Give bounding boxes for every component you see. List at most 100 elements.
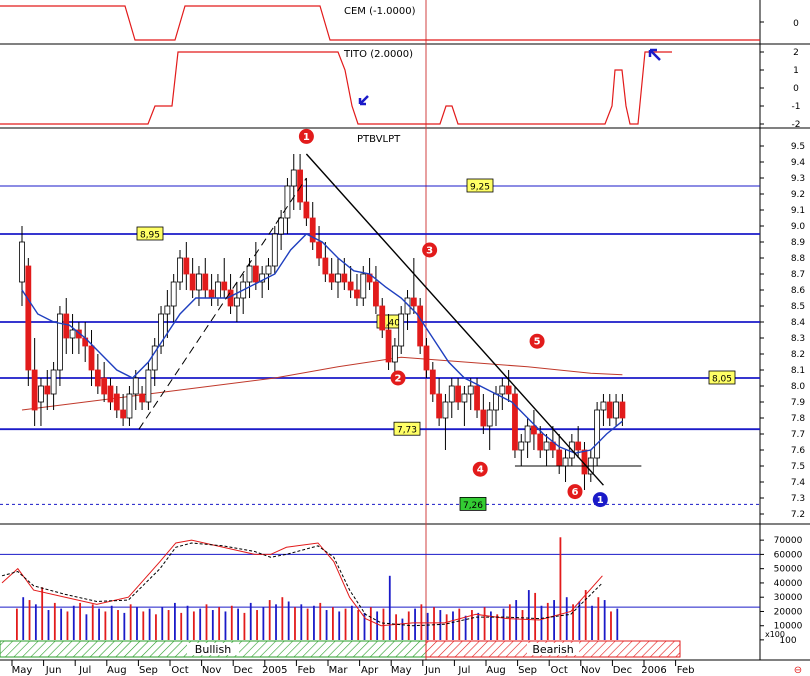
volume-bar [85, 614, 88, 640]
candle-body [606, 401, 613, 419]
short-moving-average [21, 233, 623, 454]
volume-tick: 10000 [774, 622, 803, 632]
time-tick-label: Jul [457, 665, 470, 676]
volume-bar [572, 604, 574, 640]
tito-line [0, 51, 672, 125]
price-tick: 9.4 [791, 158, 806, 168]
time-tick-label: Jun [424, 665, 441, 676]
volume-bar [376, 611, 379, 640]
volume-oscillator-line [1, 542, 603, 627]
volume-bar [300, 604, 303, 640]
candle-body [297, 169, 303, 203]
volume-bar [471, 610, 473, 640]
volume-bar [553, 600, 555, 640]
level-badge: 7,26 [459, 496, 487, 511]
price-tick: 7.3 [791, 494, 805, 504]
level-badge-box [466, 178, 494, 193]
volume-bar [319, 602, 322, 640]
candle-body [271, 233, 278, 267]
volume-bar [591, 605, 593, 640]
price-tick: 8.2 [791, 350, 805, 360]
volume-bar [332, 607, 334, 640]
price-tick: 9.1 [791, 206, 805, 216]
volume-bar [34, 604, 37, 640]
level-badge-text: 8,40 [380, 319, 400, 329]
volume-bar [603, 600, 606, 640]
time-tick-label: May [12, 665, 33, 676]
volume-bar [338, 611, 341, 640]
volume-bar [16, 608, 18, 640]
candle-body [215, 281, 221, 299]
candle-body [619, 401, 626, 419]
tito-tick: -2 [792, 120, 801, 130]
regime-band: Bearish [425, 640, 681, 658]
candle-body [322, 257, 329, 275]
candle-body [499, 385, 506, 395]
volume-bar [268, 600, 271, 640]
candle-body [328, 273, 335, 283]
candle-body [44, 385, 51, 395]
volume-bar [521, 610, 524, 640]
candle-body [493, 393, 499, 411]
wave-marker: 1 [592, 492, 608, 508]
candle-body [373, 281, 379, 307]
trendline [305, 153, 604, 486]
volume-bar [382, 608, 385, 640]
tito-tick: 0 [793, 84, 799, 94]
wave-marker-label: 1 [597, 495, 604, 506]
candle-body [139, 393, 145, 403]
candle-body [75, 329, 82, 339]
volume-bar [565, 597, 568, 640]
candle-body [50, 369, 57, 395]
volume-bar [256, 610, 258, 640]
volume-bar [350, 605, 353, 640]
wave-marker: 6 [567, 484, 583, 500]
candle-body [556, 449, 563, 467]
volume-bar [249, 602, 252, 640]
candle-body [354, 289, 360, 299]
wave-marker-circle [298, 128, 314, 144]
candle-body [335, 273, 341, 283]
candle-body [524, 425, 531, 443]
price-tick: 7.5 [791, 462, 805, 472]
candle-body [537, 433, 544, 451]
volume-bar [433, 607, 435, 640]
volume-bar [129, 604, 132, 640]
level-badge: 7,73 [393, 421, 421, 436]
volume-bar [477, 612, 480, 640]
candle-body [486, 409, 493, 427]
level-badge: 9,25 [466, 178, 494, 193]
volume-bar [357, 610, 360, 640]
regime-band-label: Bullish [195, 643, 231, 656]
candle-body [183, 257, 190, 275]
wave-marker-circle [390, 370, 406, 386]
level-badge: 8,95 [136, 226, 164, 241]
volume-bar [218, 607, 221, 640]
regime-band-label-bg [527, 643, 579, 655]
candle-body [107, 385, 114, 403]
volume-bar [79, 602, 81, 640]
cem-label: CEM (-1.0000) [344, 6, 416, 17]
wave-marker-circle [422, 242, 438, 258]
time-tick-label: Nov [581, 665, 601, 676]
wave-marker: 1 [298, 128, 314, 144]
candle-body [436, 393, 443, 419]
volume-bar [98, 608, 100, 640]
blue-arrow-up-left [648, 48, 661, 61]
volume-tick: 60000 [774, 550, 803, 560]
candle-body [455, 385, 461, 403]
price-tick: 9.5 [791, 142, 805, 152]
volume-tick: 50000 [774, 565, 803, 575]
candle-body [278, 217, 285, 235]
volume-bar [60, 608, 63, 640]
volume-oscillator-line [1, 539, 603, 627]
candle-body [31, 369, 38, 411]
regime-band: Bullish [0, 640, 427, 658]
candle-body [448, 385, 455, 403]
candle-body [360, 273, 367, 299]
time-tick-label: Jul [78, 665, 91, 676]
candle-body [189, 273, 196, 291]
level-badge-text: 9,25 [470, 183, 490, 193]
candle-body [423, 345, 430, 371]
volume-bar [313, 605, 315, 640]
